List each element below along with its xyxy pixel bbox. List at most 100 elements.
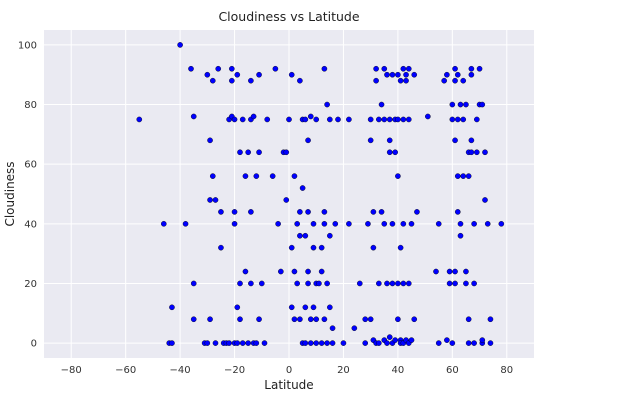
data-point bbox=[258, 280, 265, 287]
data-point bbox=[335, 116, 341, 123]
y-tick-label: 80 bbox=[24, 100, 37, 111]
data-point bbox=[433, 268, 439, 275]
data-point bbox=[321, 316, 328, 323]
data-point bbox=[444, 337, 450, 343]
data-point bbox=[329, 340, 336, 346]
data-point bbox=[231, 116, 238, 123]
data-point bbox=[395, 316, 401, 323]
data-point bbox=[283, 149, 290, 156]
data-point bbox=[449, 340, 456, 346]
data-point bbox=[248, 280, 254, 287]
data-point bbox=[381, 221, 388, 227]
y-tick-label: 20 bbox=[24, 279, 37, 290]
data-point bbox=[362, 316, 369, 323]
data-point bbox=[297, 77, 303, 84]
data-point bbox=[452, 280, 458, 287]
data-point bbox=[288, 304, 295, 311]
data-point bbox=[449, 101, 456, 108]
data-point bbox=[408, 337, 415, 343]
data-point bbox=[324, 280, 330, 287]
data-point bbox=[476, 65, 483, 72]
data-point bbox=[256, 71, 262, 78]
data-point bbox=[454, 209, 461, 215]
data-point bbox=[468, 71, 475, 78]
data-point bbox=[291, 173, 298, 179]
data-point bbox=[454, 116, 461, 123]
data-point bbox=[318, 268, 325, 275]
data-point bbox=[386, 137, 393, 144]
data-point bbox=[386, 116, 393, 123]
data-point bbox=[160, 221, 167, 227]
data-point bbox=[392, 149, 398, 156]
data-point bbox=[318, 340, 325, 346]
data-point bbox=[403, 77, 409, 84]
data-point bbox=[327, 116, 333, 123]
data-point bbox=[389, 280, 396, 287]
data-point bbox=[370, 244, 377, 251]
data-point bbox=[324, 340, 330, 346]
data-point bbox=[297, 209, 303, 215]
data-point bbox=[321, 65, 328, 72]
data-point bbox=[498, 221, 505, 227]
data-point bbox=[321, 221, 328, 227]
x-tick-labels: −80 −60 −40 −20 0 20 40 60 80 bbox=[61, 365, 513, 376]
data-point bbox=[400, 65, 407, 72]
data-point bbox=[346, 221, 352, 227]
data-point bbox=[474, 149, 480, 156]
data-point bbox=[234, 340, 241, 346]
chart-title: Cloudiness vs Latitude bbox=[218, 9, 359, 24]
data-point bbox=[463, 101, 469, 108]
data-point bbox=[307, 113, 314, 120]
data-point bbox=[405, 116, 412, 123]
data-point bbox=[218, 244, 224, 251]
data-point bbox=[384, 280, 390, 287]
data-point bbox=[310, 244, 317, 251]
data-point bbox=[457, 232, 464, 239]
data-point bbox=[288, 71, 295, 78]
data-point bbox=[253, 340, 260, 346]
data-point bbox=[294, 221, 300, 227]
data-point bbox=[397, 244, 404, 251]
data-point bbox=[242, 268, 249, 275]
data-point bbox=[302, 232, 309, 239]
data-point bbox=[207, 137, 213, 144]
data-point bbox=[376, 280, 382, 287]
data-point bbox=[367, 116, 374, 123]
data-point bbox=[272, 65, 279, 72]
data-point bbox=[487, 316, 494, 323]
data-point bbox=[471, 280, 477, 287]
data-point bbox=[256, 316, 262, 323]
data-point bbox=[237, 149, 243, 156]
data-point bbox=[253, 173, 260, 179]
data-point bbox=[403, 71, 409, 78]
data-point bbox=[313, 116, 320, 123]
data-point bbox=[237, 280, 243, 287]
data-point bbox=[264, 116, 271, 123]
data-point bbox=[229, 65, 235, 72]
x-tick-label: 20 bbox=[337, 365, 350, 376]
data-point bbox=[234, 304, 241, 311]
data-point bbox=[386, 149, 393, 156]
data-point bbox=[321, 209, 328, 215]
data-point bbox=[384, 340, 390, 346]
x-axis-label: Latitude bbox=[264, 378, 313, 392]
data-point bbox=[226, 340, 232, 346]
data-point bbox=[182, 221, 189, 227]
data-point bbox=[411, 316, 418, 323]
data-point bbox=[373, 65, 379, 72]
data-point bbox=[389, 71, 396, 78]
data-point bbox=[397, 77, 404, 84]
data-point bbox=[400, 221, 407, 227]
data-point bbox=[297, 232, 303, 239]
data-point bbox=[346, 116, 352, 123]
data-point bbox=[351, 325, 358, 331]
data-point bbox=[242, 173, 249, 179]
data-point bbox=[400, 280, 407, 287]
data-point bbox=[452, 77, 458, 84]
data-point bbox=[305, 268, 311, 275]
data-point bbox=[395, 116, 401, 123]
data-point bbox=[452, 137, 458, 144]
data-point bbox=[136, 116, 143, 123]
data-point bbox=[408, 221, 415, 227]
